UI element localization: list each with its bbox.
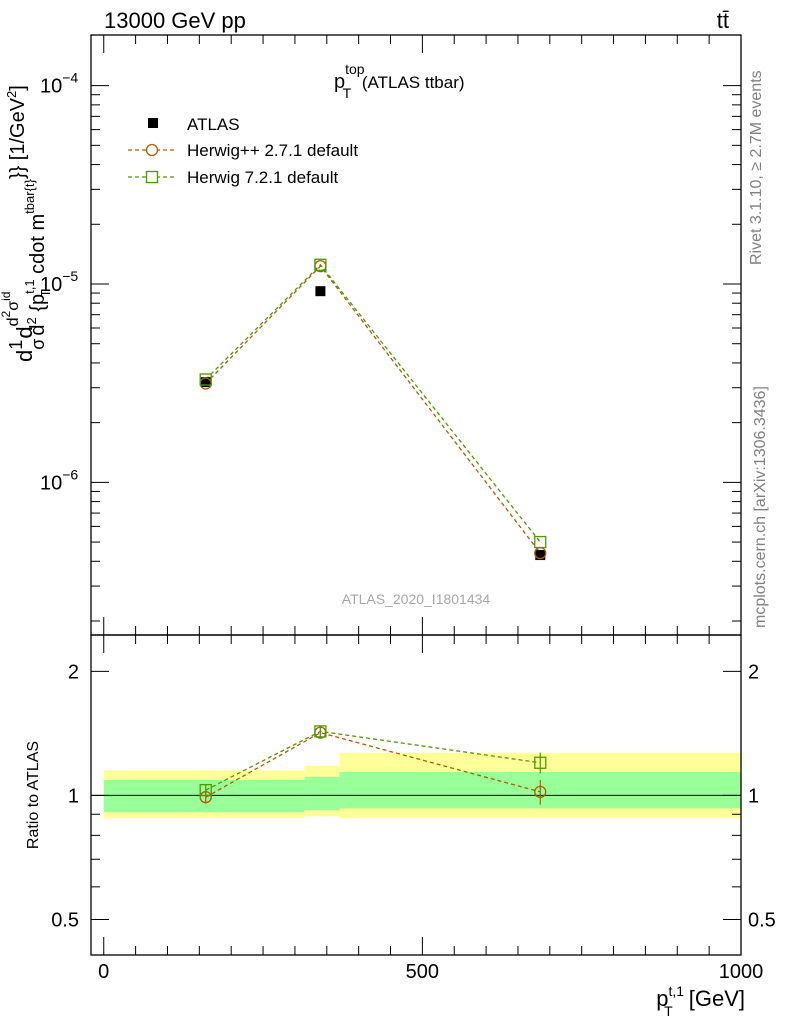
ratio-ytick-label-right: 1 [748,785,759,807]
ylabel-unit-close: ] [7,85,29,91]
legend-herwig7-label: Herwig 7.2.1 default [187,168,338,187]
ylabel-pt-sub: T [38,289,53,297]
ylabel-d2: d [12,326,37,338]
main-ytick-exp: −4 [62,70,78,86]
ratio-ytick-label-left: 2 [68,661,79,683]
legend: ATLAS Herwig++ 2.7.1 default Herwig 7.2.… [128,115,358,187]
main-ytick-exp: −6 [62,466,78,482]
ylabel-frac-num: 1 [6,340,26,350]
main-marks [199,258,547,561]
ylabel-den-d: d [27,324,49,335]
main-ylabel: d1 σdd2σidd2 {pt,1T cdot mtbar{t}}} [1/Ge… [0,85,53,362]
ratio-xtick-label: 1000 [719,961,764,983]
ylabel-sigma-num: d [5,317,22,326]
ratio-herwigpp-point [534,785,547,799]
ratio-herwig7-point [534,756,547,769]
main-ylabel-text: d1 σdd2σidd2 {pt,1T cdot mtbar{t}}} [1/Ge… [0,85,53,362]
mcplots-label: mcplots.cern.ch [arXiv:1306.3436] [752,386,769,628]
ylabel-den-text: {p [27,294,49,317]
ylabel-unit-sup: 2 [4,91,19,98]
legend-herwigpp-label: Herwig++ 2.7.1 default [187,141,358,160]
ratio-marks [199,725,547,805]
atlas-data-point [200,377,211,388]
ratio-panel: 0.5 0.5 1 1 2 2 0 500 1000 Ratio to ATLAS pt,1 T … [25,634,776,1019]
herwig7-point [534,535,547,549]
herwig7-point [314,258,327,271]
ratio-xlabel: pt,1 T [GeV] [656,983,745,1019]
main-ytick-label: 10−5 [40,268,78,296]
main-ytick-exp: −5 [62,268,78,284]
main-ytick-label: 10−4 [40,70,78,98]
series-line-herwigpp [205,265,541,554]
main-ytick-label: 10−6 [40,466,78,494]
main-ytick-base: 10 [40,274,62,296]
ratio-herwig7-point [199,783,212,797]
legend-herwigpp-marker [145,143,159,157]
ratio-ylabel: Ratio to ATLAS [25,741,42,849]
main-title-base: p [334,71,345,93]
ylabel-m-sup: tbar{t} [22,178,37,213]
herwig7-point [199,373,212,386]
main-title: ptop T (ATLAS ttbar) [334,61,465,101]
ylabel-den-cdot: cdot m [27,214,49,280]
ylabel-pt-sup: t,1 [22,279,37,293]
main-title-sup: top [345,61,365,77]
ylabel-frac-den: σ [28,339,48,350]
ylabel-sigma-sup: 2 [0,310,13,317]
series-line-herwig7 [205,263,541,543]
xlabel-sub: T [664,1003,673,1019]
header-left: 13000 GeV pp [104,8,246,33]
ratio-bands [103,752,741,819]
ylabel-sigma: σ [5,301,22,311]
ratio-ticks: 0.5 0.5 1 1 2 2 0 500 1000 [51,635,776,983]
ratio-ytick-label-left: 0.5 [51,909,79,931]
ratio-herwig7-point [314,725,327,738]
main-panel: 10−410−510−6 ptop T (ATLAS ttbar) d1 σdd2σ… [0,34,742,636]
ylabel-den-sup: 2 [24,317,39,324]
xlabel-sup: t,1 [669,983,685,999]
xlabel-base: p [656,986,668,1011]
ratio-ytick-label-right: 0.5 [748,909,776,931]
legend-herwig7-marker [145,170,159,184]
ratio-xtick-label: 500 [406,961,439,983]
main-title-sub: T [343,85,352,101]
main-ytick-base: 10 [40,76,62,98]
atlas-data-point [315,286,326,297]
ylabel-sigma-id: id [0,292,13,301]
rivet-label: Rivet 3.1.10, ≥ 2.7M events [748,70,765,265]
legend-atlas-marker [148,118,158,128]
main-title-rest: (ATLAS ttbar) [357,73,464,92]
ratio-xtick-label: 0 [98,961,109,983]
analysis-watermark: ATLAS_2020_I1801434 [342,591,491,607]
ylabel-prefix: d [12,350,37,362]
header-right: tt̄ [717,8,729,33]
main-ticks: 10−410−510−6 [40,35,742,635]
xlabel-rest: [GeV] [683,986,745,1011]
ratio-ytick-label-left: 1 [68,785,79,807]
ratio-line-herwigpp [205,731,541,798]
ratio-ytick-label-right: 2 [748,661,759,683]
atlas-data-point [535,550,546,561]
ylabel-den-close: }} [1/GeV [7,97,29,179]
uncertainty-band-inner [304,776,340,811]
legend-atlas-label: ATLAS [187,115,240,134]
main-ytick-base: 10 [40,472,62,494]
